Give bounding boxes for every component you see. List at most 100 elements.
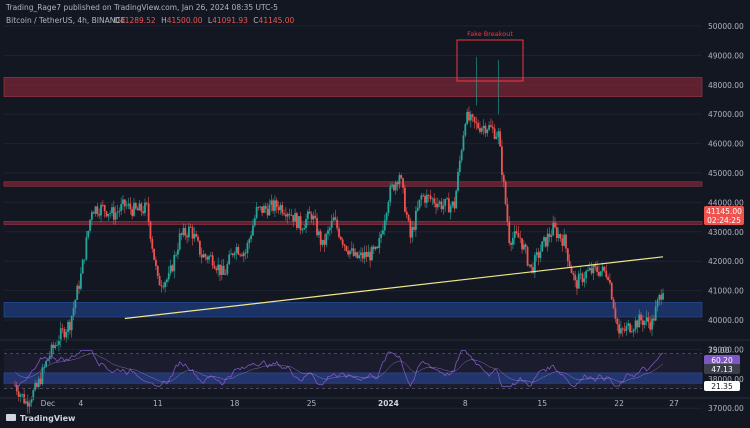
candle-body (429, 195, 432, 199)
candle-body (640, 314, 642, 321)
candle-body (283, 213, 285, 215)
candle-body (305, 219, 307, 228)
candle-body (387, 202, 390, 214)
candle-body (222, 265, 225, 275)
price-tick: 48000.00 (708, 81, 744, 90)
candle-body (471, 114, 474, 117)
candle-body (160, 285, 163, 287)
candle-body (52, 344, 55, 348)
candle-body (404, 187, 406, 212)
candle-body (204, 254, 207, 257)
candle-body (414, 210, 417, 230)
candle-body (453, 201, 456, 209)
candle-body (341, 239, 344, 245)
candle-body (187, 226, 190, 238)
candle-body (242, 252, 245, 257)
candle-body (78, 285, 80, 289)
candle-body (67, 321, 69, 333)
candle-body (431, 198, 434, 200)
candle-body (411, 226, 414, 238)
candle-body (396, 182, 399, 185)
candle-body (334, 217, 337, 220)
candle-body (83, 259, 86, 261)
candle-body (486, 129, 489, 134)
candle-body (59, 328, 62, 342)
candle-body (244, 252, 247, 254)
trendline (124, 256, 664, 320)
candle-body (310, 213, 313, 220)
candle-body (129, 203, 132, 210)
candle-body (122, 199, 124, 205)
candle-body (241, 254, 243, 257)
candle-body (641, 320, 644, 326)
candle-body (202, 254, 205, 258)
time-tick: 4 (78, 399, 83, 408)
candle-body (303, 227, 306, 230)
candle-body (301, 229, 304, 231)
candle-body (79, 273, 82, 289)
candle-body (491, 126, 494, 129)
candle-body (539, 251, 542, 258)
price-tick: 46000.00 (708, 140, 744, 149)
candle-body (213, 265, 216, 269)
candle-body (208, 256, 210, 260)
candle-body (376, 246, 379, 248)
candle-body (451, 201, 454, 206)
candle-body (156, 265, 159, 276)
candle-body (647, 317, 650, 323)
candle-body (427, 194, 430, 196)
price-tick: 39000.00 (708, 345, 744, 354)
candle-body (58, 341, 60, 345)
tradingview-logo[interactable]: TradingView (6, 414, 76, 423)
candle-body (466, 111, 469, 125)
candle-body (41, 367, 44, 384)
candle-body (270, 200, 273, 205)
candle-body (405, 211, 408, 215)
candle-body (151, 238, 154, 249)
price-axis[interactable]: 50000.00 49000.00 48000.00 47000.00 46000.00… (708, 22, 744, 428)
candle-body (574, 274, 577, 281)
candle-body (292, 215, 295, 222)
candle-body (274, 200, 276, 211)
fake-breakout-box (456, 39, 524, 82)
candle-body (425, 194, 428, 203)
candle-body (616, 318, 619, 325)
candle-body (297, 216, 300, 229)
rsi-band (4, 353, 702, 389)
candle-body (14, 384, 16, 386)
time-axis[interactable]: Dec 4 11 18 25 2024 8 15 22 27 (0, 397, 750, 408)
candle-body (660, 294, 663, 300)
candle-body (458, 160, 461, 173)
candle-body (592, 265, 595, 274)
candle-body (30, 399, 33, 403)
candle-body (107, 214, 110, 217)
candle-body (116, 211, 119, 213)
candle-body (532, 267, 534, 273)
candle-body (328, 227, 331, 231)
candle-body (533, 255, 536, 273)
candle-body (442, 205, 445, 210)
candle-body (577, 273, 580, 289)
time-tick: 22 (614, 399, 624, 408)
candle-body (153, 248, 156, 260)
time-tick: Dec (41, 399, 56, 408)
candle-body (436, 203, 439, 208)
candle-body (515, 231, 518, 234)
candle-body (123, 199, 126, 207)
candle-body (352, 248, 355, 256)
candle-body (200, 254, 203, 258)
candle-body (607, 277, 609, 281)
c-value: 41145.00 (259, 16, 295, 25)
candle-body (380, 234, 383, 238)
candle-body (658, 294, 661, 301)
candle-body (416, 207, 419, 211)
candle-body (37, 378, 40, 387)
candle-body (629, 323, 631, 333)
candle-body (70, 315, 73, 331)
candle-body (323, 239, 326, 245)
candle-body (294, 213, 296, 222)
time-tick: 18 (230, 399, 240, 408)
candle-body (522, 244, 525, 250)
